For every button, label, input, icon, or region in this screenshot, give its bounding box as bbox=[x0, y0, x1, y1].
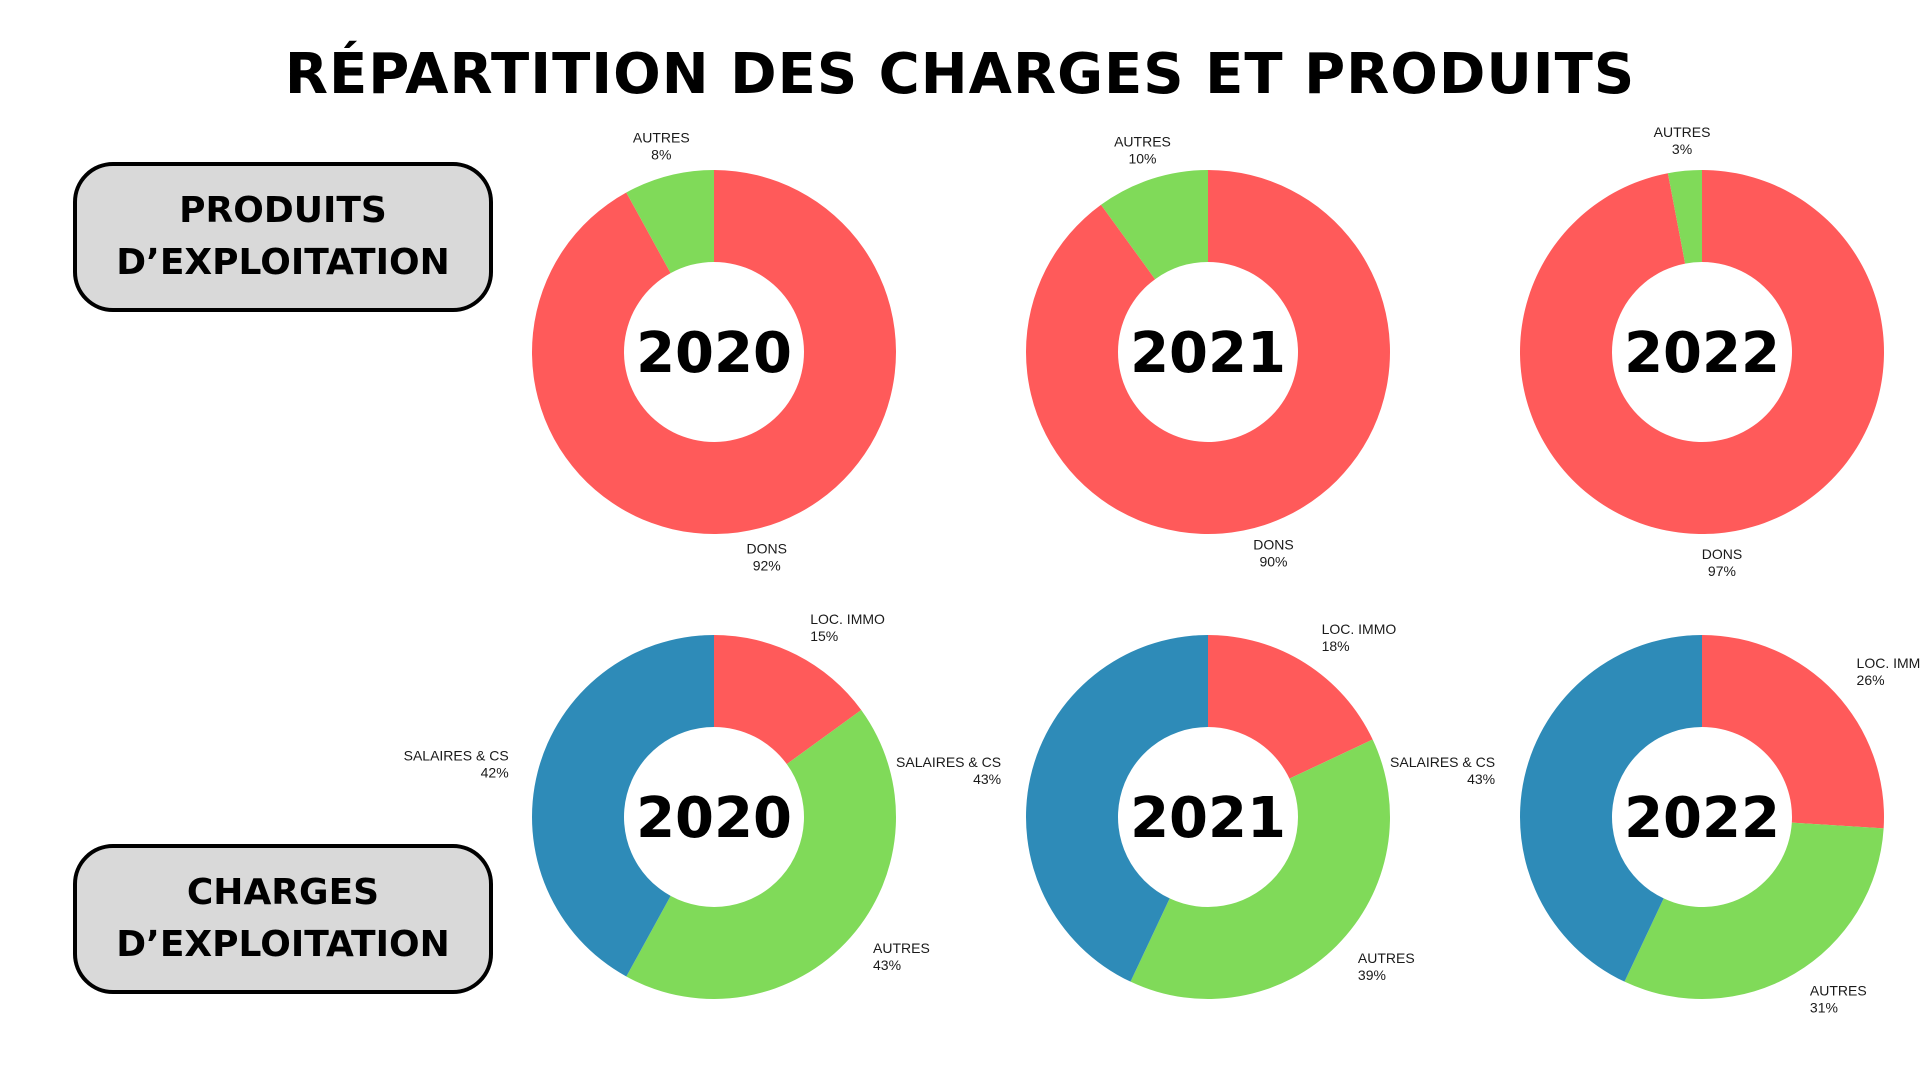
slice-charges-2022-loc-immo bbox=[1702, 635, 1884, 829]
slice-category-label: LOC. IMMO bbox=[1322, 621, 1397, 637]
slice-category-label: SALAIRES & CS bbox=[1390, 754, 1495, 770]
slice-value-label: 15% bbox=[810, 628, 838, 644]
donut-center-year-produits-2020: 2020 bbox=[636, 321, 792, 386]
slice-label-produits-2021-dons: DONS 90% bbox=[1253, 537, 1293, 570]
donut-charges-2021: LOC. IMMO 18% AUTRES 39% SALAIRES & CS 43% 202… bbox=[896, 621, 1415, 999]
slice-label-charges-2022-loc-immo: LOC. IMMO26% bbox=[1857, 655, 1920, 688]
slice-charges-2021-loc-immo bbox=[1208, 635, 1373, 779]
slice-produits-2020-autres bbox=[626, 170, 714, 274]
slice-produits-2021-autres bbox=[1101, 170, 1208, 280]
slice-category-label: AUTRES bbox=[1114, 133, 1171, 149]
slice-label-produits-2020-dons: DONS 92% bbox=[746, 540, 786, 573]
slice-label-produits-2020-autres: AUTRES 8% bbox=[633, 130, 690, 163]
donut-produits-2022: DONS 97% AUTRES 3% 2022 bbox=[1519, 124, 1884, 579]
slice-label-produits-2022-autres: AUTRES 3% bbox=[1654, 124, 1711, 157]
slice-produits-2022-dons bbox=[1519, 170, 1884, 534]
donut-center-year-charges-2021: 2021 bbox=[1130, 786, 1286, 851]
slice-label-charges-2022-salaires-cs: SALAIRES & CS 43% bbox=[1390, 754, 1495, 787]
slice-value-label: 43% bbox=[873, 957, 901, 973]
slice-category-label: SALAIRES & CS bbox=[404, 747, 509, 763]
slice-value-label: 8% bbox=[651, 147, 671, 163]
slice-category-label: AUTRES bbox=[1810, 982, 1867, 998]
slice-value-label: 10% bbox=[1128, 150, 1156, 166]
slice-charges-2022-autres bbox=[1624, 822, 1884, 999]
slice-value-label: 26% bbox=[1857, 672, 1885, 688]
donut-produits-2020: DONS 92% AUTRES 8% 2020 bbox=[532, 130, 897, 573]
slice-charges-2020-autres bbox=[626, 710, 896, 999]
slice-produits-2021-dons bbox=[1026, 170, 1390, 535]
section-label-charges-line1: CHARGES bbox=[186, 872, 380, 913]
donut-produits-2021: DONS 90% AUTRES 10% 2021 bbox=[1026, 133, 1390, 570]
slice-category-label: AUTRES bbox=[1358, 950, 1415, 966]
section-label-produits-line1: PRODUITS bbox=[179, 190, 387, 231]
slice-charges-2020-loc-immo bbox=[714, 635, 862, 765]
slice-category-label: AUTRES bbox=[633, 130, 690, 146]
slice-value-label: 43% bbox=[973, 771, 1001, 787]
slice-value-label: 43% bbox=[1467, 771, 1495, 787]
slice-category-label: DONS bbox=[1702, 546, 1742, 562]
slice-label-charges-2021-loc-immo: LOC. IMMO 18% bbox=[1322, 621, 1397, 654]
donut-center-year-charges-2022: 2022 bbox=[1624, 786, 1780, 851]
donut-charges-2020: LOC. IMMO 15% AUTRES 43% SALAIRES & CS 42% 202… bbox=[404, 611, 930, 999]
slice-value-label: 31% bbox=[1810, 999, 1838, 1015]
slice-value-label: 39% bbox=[1358, 967, 1386, 983]
slice-label-charges-2021-salaires-cs: SALAIRES & CS 43% bbox=[896, 754, 1001, 787]
slice-produits-2020-dons bbox=[532, 170, 897, 534]
slice-category-label: SALAIRES & CS bbox=[896, 754, 1001, 770]
slice-label-charges-2020-autres: AUTRES 43% bbox=[873, 940, 930, 973]
slice-label-produits-2021-autres: AUTRES 10% bbox=[1114, 133, 1171, 166]
donut-center-year-charges-2020: 2020 bbox=[636, 786, 792, 851]
slice-category-label: AUTRES bbox=[873, 940, 930, 956]
slice-value-label: 18% bbox=[1322, 638, 1350, 654]
slice-charges-2021-autres bbox=[1130, 739, 1390, 999]
slice-category-label: DONS bbox=[1253, 537, 1293, 553]
section-label-charges-line2: D’EXPLOITATION bbox=[116, 924, 450, 965]
slice-label-produits-2022-dons: DONS 97% bbox=[1702, 546, 1742, 579]
slice-charges-2022-salaires-cs bbox=[1519, 635, 1702, 982]
section-label-charges: CHARGES D’EXPLOITATION bbox=[73, 844, 493, 994]
slice-value-label: 3% bbox=[1672, 141, 1692, 157]
slice-label-charges-2020-salaires-cs: SALAIRES & CS 42% bbox=[404, 747, 509, 780]
slice-value-label: 92% bbox=[753, 557, 781, 573]
slice-category-label: LOC. IMMO bbox=[810, 611, 885, 627]
slice-category-label: DONS bbox=[746, 540, 786, 556]
slice-label-charges-2021-autres: AUTRES 39% bbox=[1358, 950, 1415, 983]
slice-produits-2022-autres bbox=[1667, 170, 1702, 264]
donut-center-year-produits-2022: 2022 bbox=[1624, 321, 1780, 386]
slice-category-label: AUTRES bbox=[1654, 124, 1711, 140]
donut-center-year-produits-2021: 2021 bbox=[1130, 321, 1286, 386]
slice-charges-2020-salaires-cs bbox=[532, 635, 714, 977]
section-label-produits: PRODUITS D’EXPLOITATION bbox=[73, 162, 493, 312]
page-title: RÉPARTITION DES CHARGES ET PRODUITS bbox=[284, 42, 1636, 107]
slice-charges-2021-salaires-cs bbox=[1026, 635, 1208, 982]
slice-value-label: 90% bbox=[1259, 554, 1287, 570]
slice-value-label: 97% bbox=[1708, 563, 1736, 579]
slice-label-charges-2022-autres: AUTRES 31% bbox=[1810, 982, 1867, 1015]
slice-value-label: 42% bbox=[481, 764, 509, 780]
slice-label-charges-2020-loc-immo: LOC. IMMO 15% bbox=[810, 611, 885, 644]
slice-category-label: LOC. IMMO bbox=[1857, 655, 1920, 671]
section-label-produits-line2: D’EXPLOITATION bbox=[116, 242, 450, 283]
